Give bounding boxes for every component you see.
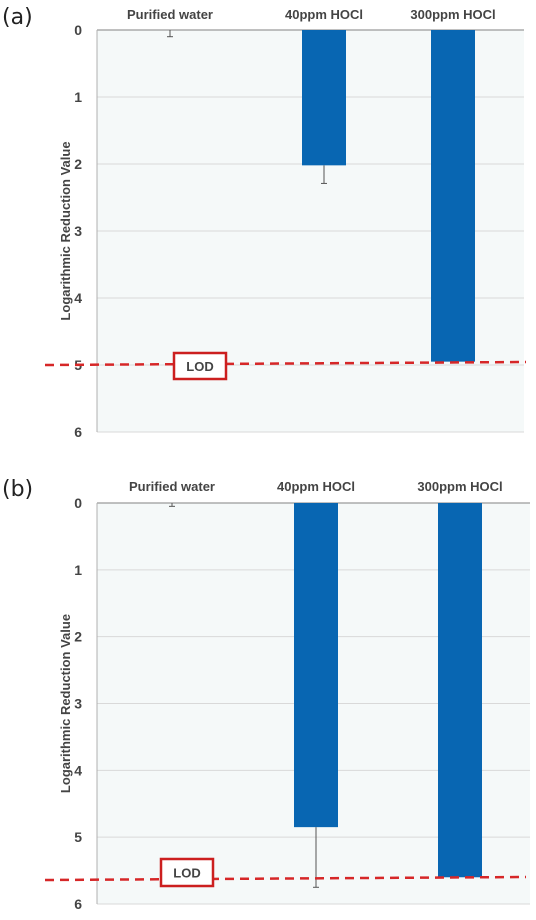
y-tick-label: 0	[74, 22, 82, 38]
category-label: 40ppm HOCl	[285, 7, 363, 22]
category-label: Purified water	[129, 479, 215, 494]
lod-line	[44, 875, 527, 882]
bar-2	[302, 30, 346, 166]
y-tick-label: 3	[74, 696, 82, 712]
y-tick-label: 2	[74, 629, 82, 645]
y-tick-label: 5	[74, 829, 82, 845]
y-axis-label: Logarithmic Reduction Value	[58, 614, 73, 793]
y-tick-label: 4	[74, 290, 82, 306]
lod-box	[172, 351, 228, 381]
bar-2	[294, 503, 338, 828]
y-tick-label: 1	[74, 89, 82, 105]
lod-line	[44, 360, 527, 367]
y-tick-label: 2	[74, 156, 82, 172]
bar-3	[431, 30, 475, 362]
lod-label: LOD	[173, 866, 200, 881]
y-axis-label: Logarithmic Reduction Value	[58, 141, 73, 320]
y-tick-label: 3	[74, 223, 82, 239]
y-tick-label: 4	[74, 762, 82, 778]
category-label: Purified water	[127, 7, 213, 22]
category-label: 300ppm HOCl	[417, 479, 502, 494]
y-tick-label: 1	[74, 562, 82, 578]
bar-3	[438, 503, 482, 878]
lod-box	[159, 857, 215, 888]
y-tick-label: 0	[74, 495, 82, 511]
y-tick-label: 6	[74, 424, 82, 440]
y-tick-label: 6	[74, 896, 82, 912]
panel-label: (b)	[2, 477, 33, 502]
lod-label: LOD	[186, 359, 213, 374]
panel-label: (a)	[2, 5, 33, 30]
category-label: 40ppm HOCl	[277, 479, 355, 494]
category-label: 300ppm HOCl	[410, 7, 495, 22]
